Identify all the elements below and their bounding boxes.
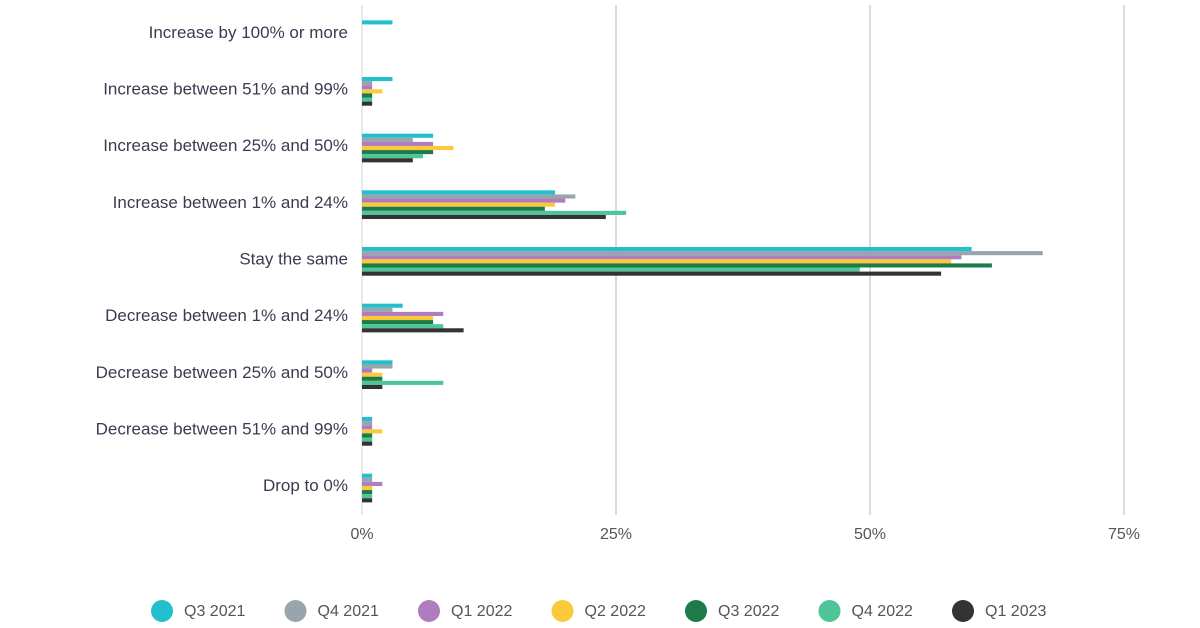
- legend-marker: [418, 600, 440, 622]
- bar: [362, 417, 373, 422]
- bar: [362, 498, 373, 503]
- bar: [362, 324, 444, 329]
- bar: [362, 194, 576, 199]
- bar: [362, 206, 545, 211]
- bar: [362, 81, 373, 86]
- legend-label: Q1 2023: [985, 603, 1046, 620]
- bar: [362, 360, 393, 365]
- bar: [362, 368, 373, 373]
- bar: [362, 198, 566, 203]
- bar: [362, 433, 373, 438]
- bar: [362, 364, 393, 369]
- bar: [362, 485, 373, 491]
- bar: [362, 101, 373, 106]
- bar: [362, 441, 373, 446]
- bar: [362, 202, 556, 207]
- bar: [362, 85, 373, 90]
- bar: [362, 372, 383, 377]
- bar: [362, 158, 413, 163]
- category-label: Increase between 1% and 24%: [113, 193, 348, 212]
- bar: [362, 315, 434, 321]
- legend-marker: [151, 600, 173, 622]
- category-label: Increase between 51% and 99%: [103, 79, 348, 98]
- bar: [362, 303, 403, 308]
- bar: [362, 97, 373, 102]
- bar: [362, 481, 383, 486]
- bar: [362, 271, 942, 276]
- legend-label: Q2 2022: [585, 603, 646, 620]
- bar: [362, 255, 962, 260]
- legend-marker: [284, 600, 307, 622]
- x-tick-label: 0%: [350, 526, 373, 543]
- legend-label: Q4 2022: [852, 603, 913, 620]
- bar: [362, 421, 373, 426]
- bar: [362, 133, 434, 138]
- x-tick-label: 25%: [600, 526, 632, 543]
- bar: [362, 251, 1043, 256]
- legend-marker: [551, 600, 574, 622]
- bar: [362, 437, 373, 442]
- category-label: Stay the same: [239, 249, 348, 268]
- bar: [362, 425, 373, 430]
- bar: [362, 429, 383, 434]
- category-label: Increase by 100% or more: [149, 23, 348, 42]
- bar: [362, 259, 952, 264]
- bar: [362, 490, 373, 495]
- legend-label: Q3 2021: [184, 603, 245, 620]
- category-label: Drop to 0%: [263, 476, 348, 495]
- bar: [362, 247, 972, 252]
- category-label: Decrease between 51% and 99%: [96, 419, 348, 438]
- bar: [362, 380, 444, 385]
- bar: [362, 214, 606, 220]
- legend-label: Q1 2022: [451, 603, 512, 620]
- bar: [362, 137, 413, 142]
- bar: [362, 20, 393, 25]
- bar: [362, 154, 423, 159]
- legend-label: Q4 2021: [318, 603, 379, 620]
- bar: [362, 150, 434, 155]
- bar: [362, 376, 383, 381]
- bar: [362, 494, 373, 499]
- legend-label: Q3 2022: [718, 603, 779, 620]
- legend-marker: [818, 600, 841, 622]
- bar: [362, 190, 556, 195]
- bar: [362, 263, 992, 268]
- bar: [362, 93, 373, 98]
- bar: [362, 141, 434, 146]
- bar: [362, 328, 464, 333]
- x-tick-label: 50%: [854, 526, 886, 543]
- bar: [362, 320, 434, 325]
- category-label: Decrease between 25% and 50%: [96, 363, 348, 382]
- bar: [362, 477, 373, 482]
- bar: [362, 145, 454, 151]
- bar: [362, 210, 627, 215]
- bar: [362, 473, 373, 478]
- bar: [362, 384, 383, 390]
- legend-marker: [952, 600, 974, 622]
- x-tick-label: 75%: [1108, 526, 1140, 543]
- bar: [362, 311, 444, 316]
- category-label: Increase between 25% and 50%: [103, 136, 348, 155]
- bar: [362, 89, 383, 94]
- bar: [362, 267, 860, 272]
- category-label: Decrease between 1% and 24%: [105, 306, 348, 325]
- legend-marker: [685, 600, 707, 622]
- bar: [362, 77, 393, 82]
- bar: [362, 307, 393, 312]
